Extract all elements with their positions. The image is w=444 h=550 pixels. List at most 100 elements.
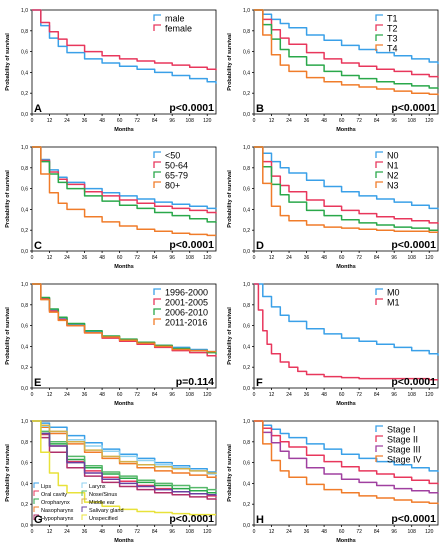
series-line-1 (254, 283, 438, 381)
plot-frame (31, 283, 217, 389)
legend-label: Stage I (387, 425, 416, 435)
x-tick-label: 84 (374, 392, 380, 398)
x-tick-label: 84 (152, 255, 158, 261)
panel-letter: E (34, 377, 41, 389)
y-tick-label: 0,6 (21, 187, 28, 193)
y-tick-label: 0,8 (243, 440, 250, 446)
y-tick-label: 1,0 (21, 282, 28, 288)
y-tick-label: 0,4 (243, 344, 250, 350)
y-tick-label: 0,0 (243, 249, 250, 255)
legend-swatch (375, 171, 383, 178)
legend-label: T1 (387, 14, 398, 24)
y-tick-label: 0,8 (21, 440, 28, 446)
y-tick-label: 0,2 (243, 91, 250, 97)
legend-label: M1 (387, 298, 400, 308)
legend-swatch (153, 288, 161, 295)
y-axis-label: Probability of survival (5, 33, 11, 91)
legend-swatch (375, 181, 383, 188)
x-tick-label: 60 (117, 118, 123, 124)
series-line-2 (32, 146, 217, 223)
panel-letter: F (256, 377, 263, 389)
plot-frame (253, 9, 439, 115)
x-tick-label: 24 (64, 118, 70, 124)
series-line-1 (32, 9, 217, 71)
legend-swatch (375, 24, 383, 31)
legend-label: Larynx (89, 484, 106, 490)
legend-label: Stage II (387, 435, 418, 445)
y-tick-label: 0,0 (243, 386, 250, 392)
panel-e: 0,0 0,2 0,4 0,6 0,8 1,0 0 12 24 36 48 60 72 84 96 108 12… (5, 282, 217, 407)
x-tick-label: 48 (321, 255, 327, 261)
y-axis-label: Probability of survival (227, 33, 233, 91)
y-tick-label: 0,6 (243, 50, 250, 56)
x-tick-label: 48 (321, 529, 327, 535)
panel-letter: A (34, 103, 42, 115)
x-tick-label: 72 (134, 118, 140, 124)
x-tick-label: 84 (152, 392, 158, 398)
legend-swatch (81, 506, 87, 512)
x-tick-label: 48 (99, 118, 105, 124)
legend-label: Oropharynx (41, 500, 70, 506)
y-axis-label: Probability of survival (5, 307, 11, 365)
legend-swatch (33, 498, 39, 504)
p-value: p=0.114 (176, 376, 214, 388)
series-line-9 (32, 420, 216, 516)
series-line-0 (254, 9, 439, 65)
x-tick-label: 108 (408, 255, 417, 261)
legend-swatch (375, 151, 383, 158)
legend-label: N3 (387, 181, 399, 191)
y-tick-label: 0,6 (21, 324, 28, 330)
y-tick-label: 0,0 (21, 249, 28, 255)
y-tick-label: 1,0 (243, 8, 250, 14)
legend-label: female (165, 24, 192, 34)
legend-label: 2011-2016 (165, 318, 207, 328)
series-line-0 (32, 146, 217, 210)
x-axis-label: Months (336, 538, 356, 544)
y-tick-label: 0,6 (21, 461, 28, 467)
legend-label: T2 (387, 24, 398, 34)
x-axis-label: Months (336, 401, 356, 407)
y-tick-label: 1,0 (243, 419, 250, 425)
x-tick-label: 0 (31, 255, 34, 261)
legend-label: N0 (387, 151, 399, 161)
x-tick-label: 48 (99, 255, 105, 261)
y-tick-label: 0,6 (21, 50, 28, 56)
x-tick-label: 0 (253, 118, 256, 124)
legend-swatch (153, 171, 161, 178)
series-line-0 (254, 420, 439, 472)
y-tick-label: 0,6 (243, 187, 250, 193)
x-tick-label: 108 (408, 392, 417, 398)
y-tick-label: 0,4 (243, 481, 250, 487)
legend-label: 2001-2005 (165, 298, 208, 308)
y-tick-label: 0,4 (243, 207, 250, 213)
legend-label: Unspecified (89, 516, 118, 522)
series-line-2 (254, 420, 439, 494)
x-axis-label: Months (114, 127, 134, 133)
legend-swatch (33, 514, 39, 520)
legend-label: 2006-2010 (165, 308, 208, 318)
y-tick-label: 0,0 (21, 386, 28, 392)
panel-letter: H (256, 514, 264, 526)
y-tick-label: 0,8 (21, 29, 28, 35)
x-tick-label: 120 (425, 118, 434, 124)
x-tick-label: 60 (117, 529, 123, 535)
legend-label: Hypopharynx (41, 516, 74, 522)
legend-swatch (81, 498, 87, 504)
y-tick-label: 0,0 (21, 112, 28, 118)
x-tick-label: 48 (99, 529, 105, 535)
legend-swatch (153, 181, 161, 188)
y-axis-label: Probability of survival (227, 444, 233, 502)
series-line-2 (254, 146, 438, 231)
legend-swatch (153, 151, 161, 158)
y-axis-label: Probability of survival (5, 170, 11, 228)
legend-swatch (153, 308, 161, 315)
x-tick-label: 60 (339, 118, 345, 124)
y-tick-label: 0,8 (21, 303, 28, 309)
x-tick-label: 120 (425, 392, 434, 398)
panel-g: 0,0 0,2 0,4 0,6 0,8 1,0 0 12 24 36 48 60 72 84 96 108 12… (5, 419, 217, 544)
panel-d: 0,0 0,2 0,4 0,6 0,8 1,0 0 12 24 36 48 60 72 84 96 108 12… (227, 145, 439, 270)
legend-label: Lips (41, 484, 51, 490)
y-tick-label: 0,8 (243, 166, 250, 172)
x-tick-label: 96 (391, 392, 397, 398)
